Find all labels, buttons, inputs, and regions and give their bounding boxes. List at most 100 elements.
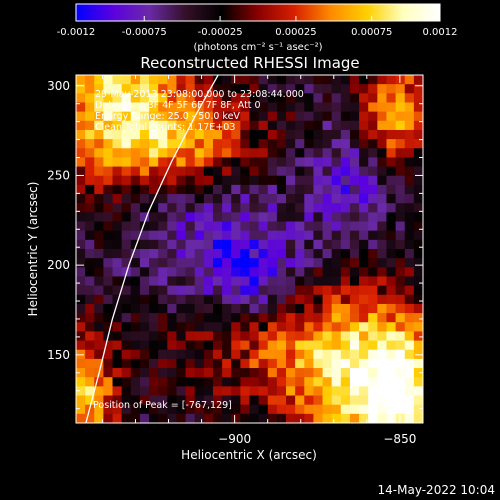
heatmap-cell bbox=[203, 184, 214, 195]
heatmap-cell bbox=[276, 175, 287, 186]
heatmap-cell bbox=[386, 120, 397, 131]
heatmap-cell bbox=[359, 258, 369, 268]
heatmap-cell bbox=[258, 267, 269, 278]
heatmap-cell bbox=[231, 413, 241, 423]
heatmap-cell bbox=[112, 404, 123, 415]
heatmap-cell bbox=[167, 368, 178, 378]
heatmap-cell bbox=[386, 358, 397, 369]
heatmap-cell bbox=[103, 294, 114, 305]
heatmap-cell bbox=[240, 148, 251, 159]
heatmap-cell bbox=[167, 258, 178, 268]
heatmap-cell bbox=[121, 386, 132, 397]
heatmap-cell bbox=[331, 322, 342, 333]
heatmap-cell bbox=[377, 285, 388, 296]
heatmap-cell bbox=[359, 395, 369, 406]
heatmap-cell bbox=[304, 230, 315, 241]
heatmap-cell bbox=[258, 203, 269, 213]
heatmap-cell bbox=[76, 157, 86, 168]
heatmap-cell bbox=[231, 93, 241, 104]
heatmap-cell bbox=[267, 194, 278, 204]
heatmap-cell bbox=[258, 221, 269, 232]
heatmap-cell bbox=[212, 129, 223, 140]
heatmap-cell bbox=[404, 303, 415, 314]
heatmap-cell bbox=[313, 386, 324, 397]
heatmap-cell bbox=[249, 258, 260, 268]
heatmap-cell bbox=[112, 303, 123, 314]
heatmap-cell bbox=[249, 175, 260, 186]
heatmap-cell bbox=[295, 303, 305, 314]
heatmap-cell bbox=[222, 276, 232, 287]
heatmap-cell bbox=[85, 184, 95, 195]
heatmap-cell bbox=[404, 93, 415, 104]
heatmap-cell bbox=[267, 111, 278, 122]
heatmap-cell bbox=[295, 322, 305, 333]
heatmap-cell bbox=[94, 93, 104, 104]
heatmap-cell bbox=[368, 148, 378, 159]
heatmap-cell bbox=[167, 175, 178, 186]
heatmap-cell bbox=[130, 120, 141, 131]
heatmap-cell bbox=[85, 349, 95, 360]
heatmap-cell bbox=[304, 175, 315, 186]
heatmap-cell bbox=[286, 386, 296, 397]
heatmap-cell bbox=[185, 395, 196, 406]
heatmap-cell bbox=[212, 221, 223, 232]
heatmap-cell bbox=[276, 184, 287, 195]
heatmap-cell bbox=[359, 221, 369, 232]
heatmap-cell bbox=[286, 322, 296, 333]
heatmap-cell bbox=[349, 413, 360, 423]
heatmap-cell bbox=[340, 157, 351, 168]
heatmap-cell bbox=[276, 313, 287, 323]
heatmap-cell bbox=[185, 203, 196, 213]
heatmap-cell bbox=[139, 75, 150, 85]
heatmap-cell bbox=[139, 276, 150, 287]
heatmap-cell bbox=[185, 221, 196, 232]
heatmap-cell bbox=[94, 148, 104, 159]
annotation-detectors: Detectors: 3F 4F 5F 6F 7F 8F, Att 0 bbox=[95, 100, 261, 111]
heatmap-cell bbox=[194, 157, 205, 168]
heatmap-cell bbox=[158, 322, 168, 333]
heatmap-cell bbox=[340, 368, 351, 378]
heatmap-cell bbox=[386, 313, 397, 323]
heatmap-cell bbox=[112, 267, 123, 278]
heatmap-cell bbox=[304, 294, 315, 305]
heatmap-cell bbox=[267, 267, 278, 278]
heatmap-cell bbox=[167, 331, 178, 342]
heatmap-cell bbox=[76, 395, 86, 406]
heatmap-cell bbox=[222, 194, 232, 204]
heatmap-cell bbox=[240, 230, 251, 241]
heatmap-cell bbox=[258, 75, 269, 85]
heatmap-cell bbox=[413, 230, 423, 241]
heatmap-cell bbox=[249, 285, 260, 296]
heatmap-cell bbox=[295, 349, 305, 360]
heatmap-cell bbox=[267, 331, 278, 342]
heatmap-cell bbox=[267, 139, 278, 149]
heatmap-cell bbox=[340, 358, 351, 369]
heatmap-cell bbox=[121, 368, 132, 378]
heatmap-cell bbox=[368, 313, 378, 323]
heatmap-cell bbox=[377, 139, 388, 149]
heatmap-cell bbox=[359, 166, 369, 177]
heatmap-cell bbox=[112, 120, 123, 131]
heatmap-cell bbox=[85, 340, 95, 351]
heatmap-cell bbox=[130, 285, 141, 296]
heatmap-cell bbox=[176, 230, 187, 241]
heatmap-cell bbox=[231, 75, 241, 85]
heatmap-cell bbox=[103, 349, 114, 360]
heatmap-cell bbox=[295, 377, 305, 387]
heatmap-cell bbox=[167, 303, 178, 314]
heatmap-cell bbox=[286, 285, 296, 296]
heatmap-cell bbox=[295, 258, 305, 268]
heatmap-cell bbox=[76, 102, 86, 113]
heatmap-cell bbox=[85, 377, 95, 387]
heatmap-cell bbox=[231, 212, 241, 223]
colorbar-tick-label: -0.00075 bbox=[122, 27, 167, 38]
heatmap-cell bbox=[331, 249, 342, 259]
heatmap-cell bbox=[359, 129, 369, 140]
heatmap-cell bbox=[139, 377, 150, 387]
heatmap-cell bbox=[295, 395, 305, 406]
heatmap-cell bbox=[249, 111, 260, 122]
heatmap-cell bbox=[130, 303, 141, 314]
heatmap-cell bbox=[112, 230, 123, 241]
heatmap-cell bbox=[112, 386, 123, 397]
heatmap-cell bbox=[395, 395, 406, 406]
